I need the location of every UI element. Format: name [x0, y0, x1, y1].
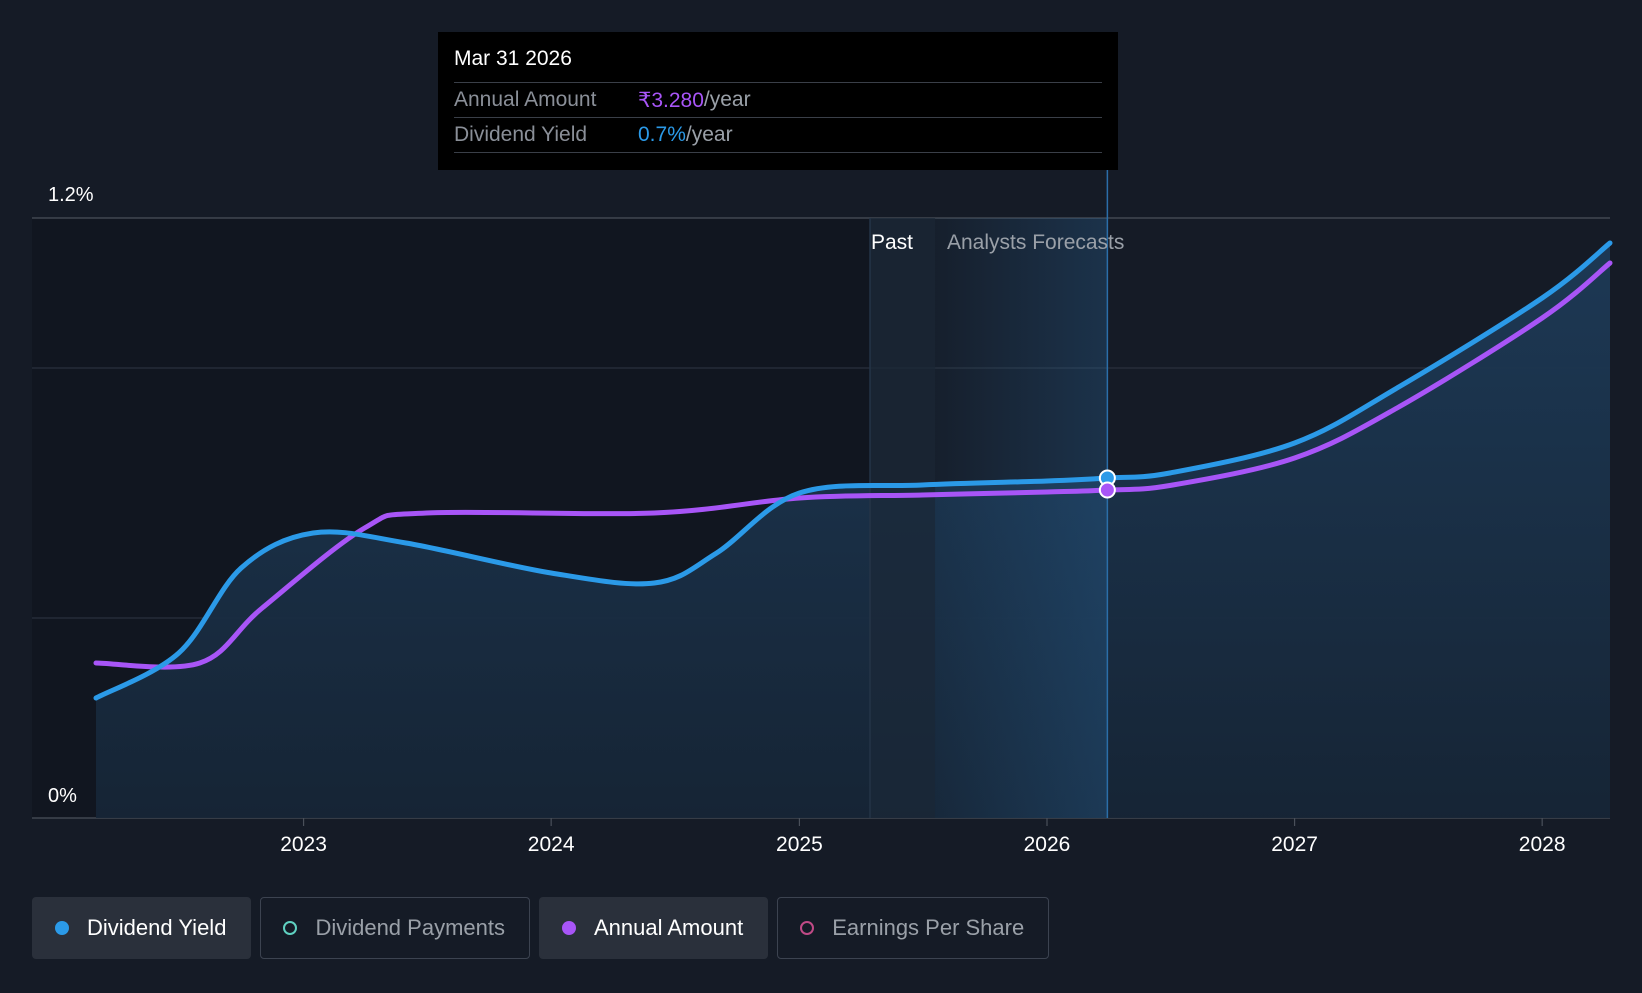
legend-label: Earnings Per Share: [832, 915, 1025, 940]
x-tick-label: 2024: [528, 833, 575, 856]
legend-label: Annual Amount: [593, 915, 744, 940]
legend: Dividend Yield Dividend Payments Annual …: [32, 897, 1050, 959]
tooltip-value: ₹3.280: [638, 88, 704, 112]
hover-markers: [1098, 469, 1116, 499]
annual-amount-marker: [1098, 481, 1116, 499]
forecast-band: [869, 170, 1109, 818]
legend-dividend-payments-button[interactable]: Dividend Payments: [260, 897, 530, 959]
forecast-label: Analysts Forecasts: [947, 231, 1124, 254]
y-tick-label: 1.2%: [48, 184, 94, 206]
x-tick-label: 2028: [1519, 833, 1566, 856]
forecast-hover-band: [935, 218, 1108, 818]
filled-dot-icon: [561, 921, 576, 935]
tooltip-row-annual-amount: Annual Amount ₹3.280 /year: [454, 82, 1102, 117]
tooltip-value: 0.7%: [638, 123, 686, 146]
annual-amount-line: [93, 260, 1613, 670]
tooltip: Mar 31 2026 Annual Amount ₹3.280 /year D…: [438, 32, 1118, 170]
x-tick-label: 2025: [776, 833, 823, 856]
tooltip-date: Mar 31 2026: [454, 47, 572, 70]
legend-dividend-yield-button[interactable]: Dividend Yield: [32, 897, 252, 959]
yield-area: [96, 243, 1610, 818]
legend-earnings-per-share-button[interactable]: Earnings Per Share: [777, 897, 1050, 959]
ring-dot-icon: [800, 921, 815, 935]
ring-dot-icon: [283, 921, 298, 935]
past-label: Past: [871, 231, 913, 254]
legend-label: Dividend Payments: [315, 915, 505, 940]
tooltip-unit: /year: [685, 123, 733, 146]
legend-annual-amount-button[interactable]: Annual Amount: [538, 897, 769, 959]
tooltip-row-dividend-yield: Dividend Yield 0.7% /year: [454, 117, 1102, 153]
area-fill: [96, 243, 1610, 818]
tooltip-unit: /year: [703, 88, 751, 111]
tooltip-label: Dividend Yield: [454, 123, 588, 146]
y-tick-label: 0%: [48, 785, 77, 807]
x-tick-label: 2026: [1024, 833, 1071, 856]
dividend-yield-line: [93, 240, 1613, 701]
legend-label: Dividend Yield: [87, 915, 227, 940]
past-hover-band: [870, 218, 936, 818]
series-lines: [93, 240, 1613, 701]
x-tick-label: 2023: [280, 833, 327, 856]
x-tick-label: 2027: [1271, 833, 1318, 856]
axis-text: 1.2% 0% 2023 2024 2025 2026 2027 2028 Past Analys…: [48, 184, 1566, 856]
filled-dot-icon: [55, 921, 69, 935]
tooltip-label: Annual Amount: [454, 88, 597, 111]
